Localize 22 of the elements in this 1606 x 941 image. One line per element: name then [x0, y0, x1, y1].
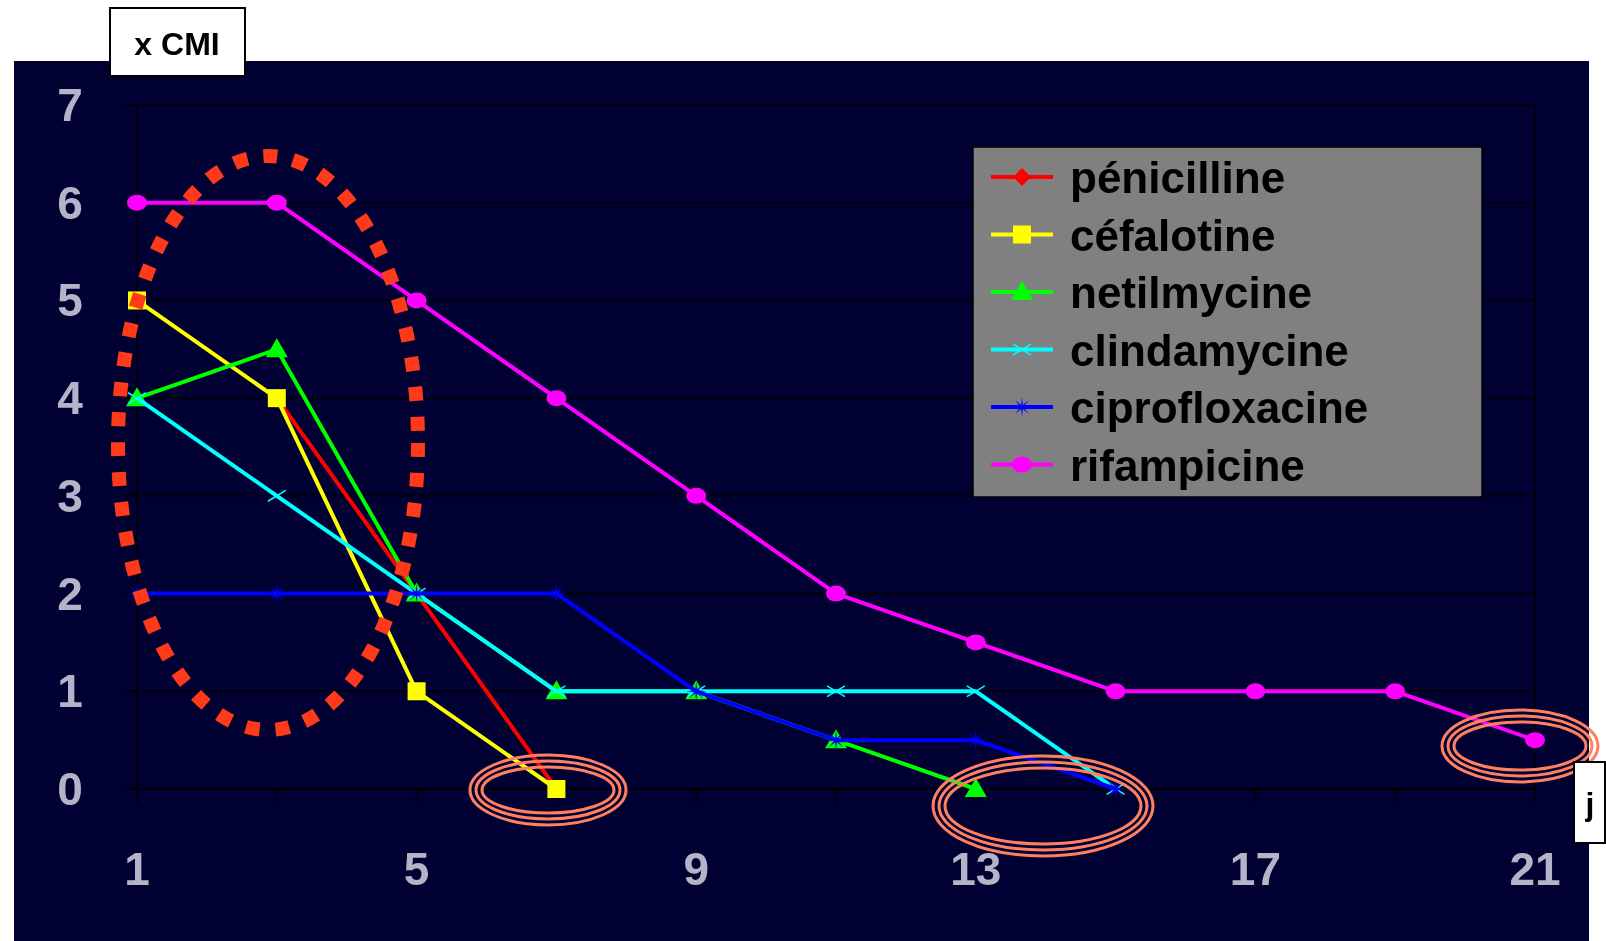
y-tick-label: 5: [57, 274, 83, 327]
x-tick-label: 13: [950, 843, 1002, 895]
y-axis-title: x CMI: [134, 26, 220, 62]
y-tick-label: 3: [57, 469, 83, 522]
x-tick-label: 1: [124, 843, 150, 895]
x-tick-label: 9: [683, 843, 709, 895]
x-tick-label: 5: [403, 843, 430, 895]
y-tick-label: 6: [57, 176, 83, 229]
x-tick-label: 21: [1509, 843, 1561, 895]
y-tick-label: 2: [57, 567, 83, 620]
y-tick-label: 0: [57, 763, 83, 815]
y-tick-label: 7: [57, 79, 83, 131]
legend-label: netilmycine: [1070, 268, 1313, 317]
x-axis-title: j: [1584, 786, 1595, 822]
legend-label: clindamycine: [1070, 325, 1349, 375]
legend-label: pénicilline: [1070, 153, 1286, 202]
y-tick-label: 1: [57, 665, 83, 718]
y-tick-label: 4: [57, 372, 84, 425]
legend-label: céfalotine: [1070, 210, 1276, 260]
legend-label: ciprofloxacine: [1070, 383, 1369, 432]
x-tick-label: 17: [1229, 843, 1281, 895]
legend-label: rifampicine: [1070, 440, 1305, 490]
